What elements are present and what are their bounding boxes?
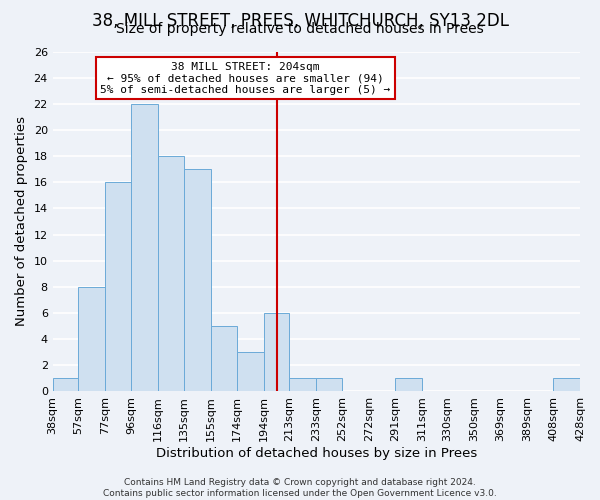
Bar <box>211 326 236 392</box>
Bar <box>316 378 342 392</box>
Text: Size of property relative to detached houses in Prees: Size of property relative to detached ho… <box>116 22 484 36</box>
Bar <box>289 378 316 392</box>
X-axis label: Distribution of detached houses by size in Prees: Distribution of detached houses by size … <box>156 447 477 460</box>
Text: Contains HM Land Registry data © Crown copyright and database right 2024.
Contai: Contains HM Land Registry data © Crown c… <box>103 478 497 498</box>
Bar <box>131 104 158 392</box>
Text: 38 MILL STREET: 204sqm
← 95% of detached houses are smaller (94)
5% of semi-deta: 38 MILL STREET: 204sqm ← 95% of detached… <box>100 62 390 95</box>
Bar <box>263 313 289 392</box>
Bar <box>79 287 106 392</box>
Bar <box>553 378 580 392</box>
Bar <box>395 378 422 392</box>
Text: 38, MILL STREET, PREES, WHITCHURCH, SY13 2DL: 38, MILL STREET, PREES, WHITCHURCH, SY13… <box>91 12 509 30</box>
Y-axis label: Number of detached properties: Number of detached properties <box>15 116 28 326</box>
Bar <box>236 352 263 392</box>
Bar <box>184 169 211 392</box>
Bar <box>53 378 79 392</box>
Bar <box>158 156 184 392</box>
Bar <box>106 182 131 392</box>
